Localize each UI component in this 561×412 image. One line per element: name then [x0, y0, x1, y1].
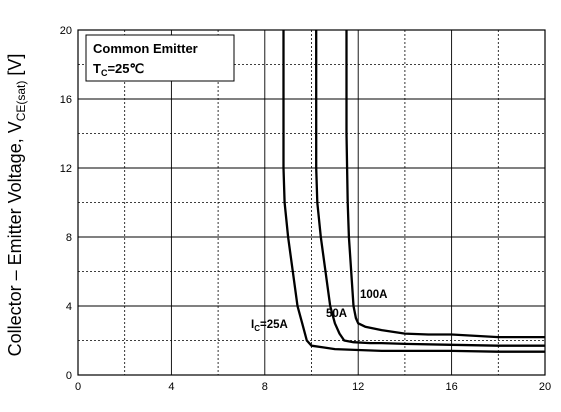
series-label-ic-25a: IC=25A [251, 319, 288, 333]
y-axis-label: Collector – Emitter Voltage, VCE(sat) [V… [5, 54, 28, 357]
x-tick-label: 20 [539, 381, 551, 393]
x-tick-label: 4 [168, 381, 174, 393]
annotation-box: Common Emitter TC=25℃ [85, 34, 235, 82]
annotation-tc-rest: =25℃ [107, 61, 144, 76]
x-tick-label: 8 [262, 381, 268, 393]
grid [78, 30, 545, 375]
series-line-ic-25a [282, 30, 545, 353]
annotation-line-1: Common Emitter [93, 41, 198, 56]
y-tick-label: 20 [60, 25, 72, 37]
series-label-ic-sub: C [254, 324, 260, 333]
y-tick-label: 4 [66, 301, 72, 313]
y-tick-label: 12 [60, 163, 72, 175]
annotation-line-2: TC=25℃ [93, 61, 144, 78]
y-axis-label-sub: CE(sat) [14, 81, 28, 122]
y-axis-label-main: Collector – Emitter Voltage, V [5, 121, 25, 356]
series [282, 30, 545, 353]
series-line-100a [345, 30, 545, 339]
series-label-ic-rest: =25A [260, 319, 288, 331]
y-tick-label: 16 [60, 94, 72, 106]
tick-labels: 0 4 8 12 16 20 0 4 8 12 16 20 [60, 25, 551, 393]
y-axis-label-unit: [V] [5, 54, 25, 81]
x-tick-label: 12 [352, 381, 364, 393]
series-label-100a: 100A [360, 289, 388, 301]
annotation-tc-sub: C [101, 68, 108, 78]
series-label-ic-main: I [251, 319, 254, 331]
y-tick-label: 0 [66, 370, 72, 382]
annotation-background [85, 34, 235, 82]
x-tick-label: 0 [75, 381, 81, 393]
y-tick-label: 8 [66, 232, 72, 244]
series-line-50a [315, 30, 545, 347]
series-label-50a: 50A [326, 308, 347, 320]
annotation-tc-main: T [93, 61, 101, 76]
x-tick-label: 16 [445, 381, 457, 393]
